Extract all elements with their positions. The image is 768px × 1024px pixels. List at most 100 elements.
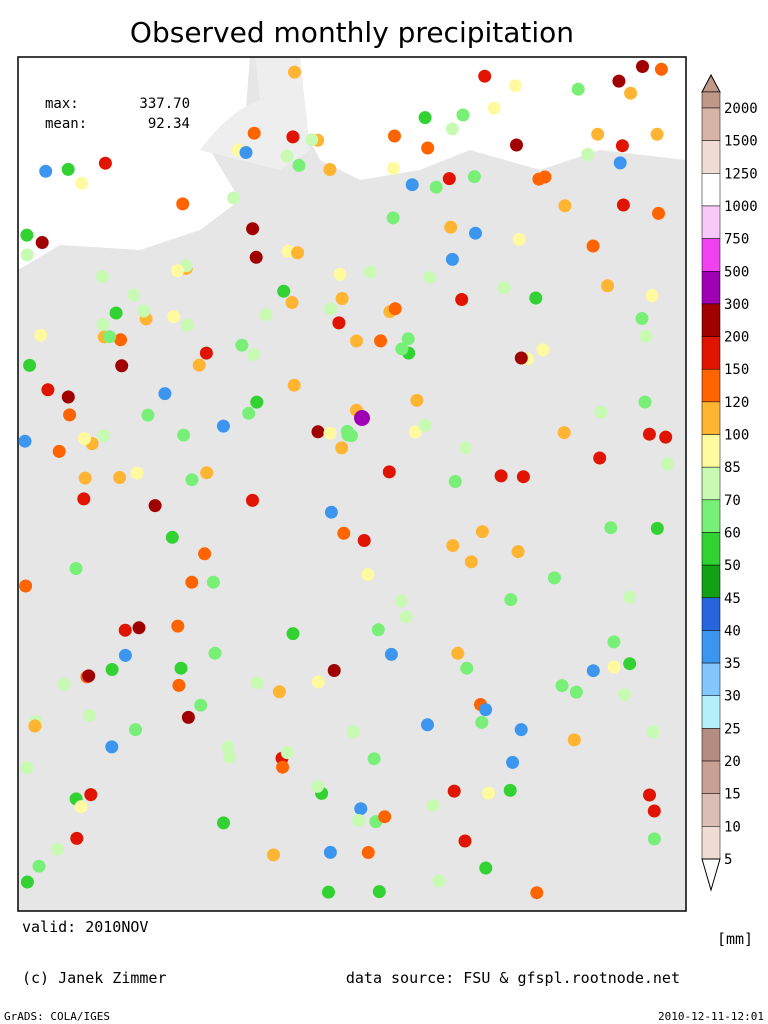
station: [399, 610, 413, 624]
station: [460, 661, 474, 675]
station: [341, 428, 355, 442]
cbar-segment: [701, 303, 721, 337]
station: [208, 646, 222, 660]
station: [511, 545, 525, 559]
station: [200, 466, 214, 480]
station: [445, 252, 459, 266]
station: [20, 248, 34, 262]
station: [221, 740, 235, 754]
cbar-label: 60: [724, 525, 741, 541]
station: [458, 834, 472, 848]
cbar-label: 2000: [724, 101, 758, 117]
station: [448, 475, 462, 488]
station: [141, 408, 155, 422]
station: [538, 170, 552, 184]
station: [105, 740, 119, 754]
station: [115, 359, 129, 373]
station: [607, 660, 621, 674]
station: [19, 579, 33, 593]
station: [130, 466, 144, 480]
station: [569, 685, 583, 699]
station: [612, 74, 626, 88]
station: [280, 746, 294, 760]
title: Observed monthly precipitation: [130, 16, 574, 49]
cbar-segment: [701, 205, 721, 239]
station: [558, 199, 572, 213]
station: [506, 755, 520, 769]
station: [194, 698, 208, 712]
station: [227, 191, 241, 205]
station: [418, 418, 432, 432]
cbar-segment: [701, 597, 721, 631]
station: [593, 451, 607, 465]
station: [291, 246, 305, 260]
station: [28, 719, 42, 733]
cbar-segment: [701, 728, 721, 762]
station: [277, 284, 291, 298]
source: data source: FSU & gfspl.rootnode.net: [346, 969, 680, 987]
unit: [mm]: [717, 930, 753, 948]
station: [332, 316, 346, 330]
station: [171, 264, 184, 278]
station: [586, 664, 600, 678]
station: [624, 86, 638, 100]
mean-value: 92.34: [148, 116, 190, 132]
cbar-segment: [701, 564, 721, 599]
station: [410, 393, 424, 407]
cbar-segment: [701, 173, 721, 207]
station: [646, 725, 660, 739]
cbar-label: 750: [724, 232, 749, 248]
station: [613, 156, 627, 170]
station: [250, 676, 264, 690]
station: [372, 885, 386, 899]
cbar-segment: [701, 401, 721, 435]
cbar-label: 50: [724, 558, 741, 574]
station: [361, 846, 375, 859]
station: [395, 342, 409, 356]
station: [41, 383, 55, 397]
station: [429, 180, 443, 194]
station: [105, 663, 119, 676]
station: [158, 387, 172, 401]
station: [78, 432, 91, 446]
station: [311, 675, 325, 689]
cbar-label: 40: [724, 623, 741, 639]
valid: valid: 2010NOV: [22, 918, 148, 936]
cbar-label: 120: [724, 395, 749, 411]
station: [418, 111, 432, 125]
cbar-segment: [701, 466, 721, 501]
footer-right: 2010-12-11-12:01: [658, 1010, 764, 1023]
station: [497, 281, 511, 295]
cbar-segment: [701, 336, 721, 370]
station: [84, 788, 98, 802]
station: [250, 395, 264, 409]
station: [638, 395, 652, 409]
cbar-segment: [701, 826, 721, 860]
cbar-bottom-triangle: [701, 858, 721, 892]
station: [185, 473, 199, 487]
station: [514, 723, 528, 737]
station: [557, 426, 571, 440]
station: [82, 709, 96, 722]
cbar-label: 70: [724, 493, 741, 509]
station: [388, 129, 401, 143]
cbar-label: 45: [724, 591, 741, 607]
station: [555, 679, 569, 693]
station: [514, 351, 528, 365]
cbar-segment: [701, 107, 721, 141]
station: [494, 469, 508, 483]
station: [479, 703, 493, 717]
station: [469, 226, 482, 240]
cbar-segment: [701, 695, 721, 729]
station: [652, 206, 665, 220]
station: [118, 648, 132, 662]
station: [323, 163, 337, 176]
station: [447, 784, 461, 798]
station: [464, 555, 478, 569]
station: [324, 302, 338, 316]
cbar-segment: [701, 91, 721, 109]
station: [650, 127, 664, 141]
station: [615, 139, 629, 153]
station: [165, 530, 179, 544]
station: [288, 65, 301, 79]
